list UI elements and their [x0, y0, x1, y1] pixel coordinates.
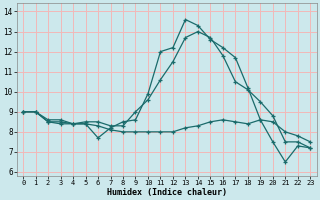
- X-axis label: Humidex (Indice chaleur): Humidex (Indice chaleur): [107, 188, 227, 197]
